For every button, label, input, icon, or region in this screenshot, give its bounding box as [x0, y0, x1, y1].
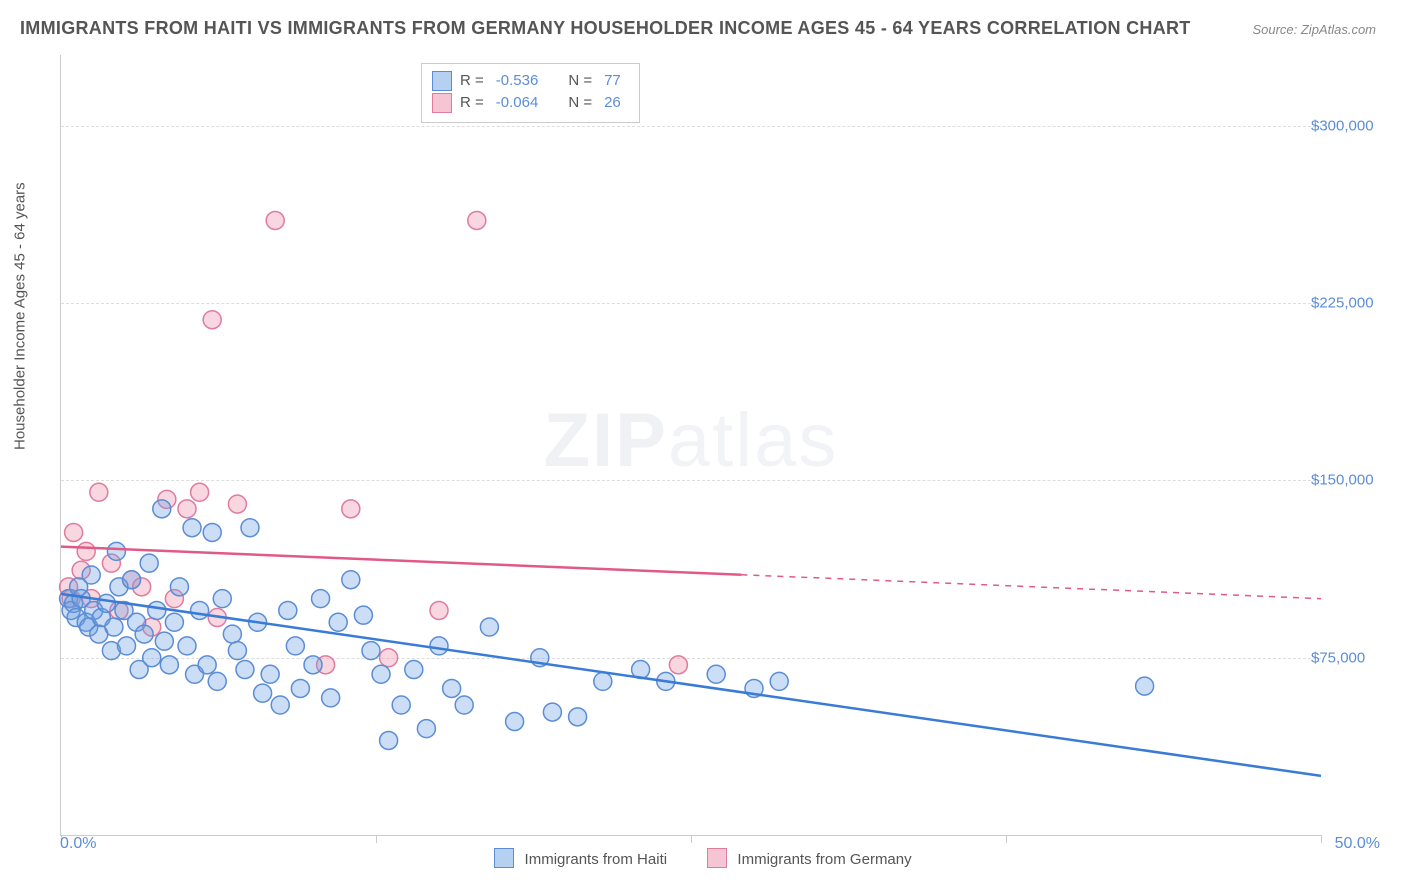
n-value-germany: 26 — [604, 92, 621, 114]
chart-svg — [61, 55, 1321, 835]
r-value-germany: -0.064 — [496, 92, 539, 114]
source-label: Source: ZipAtlas.com — [1252, 22, 1376, 37]
y-tick-label: $300,000 — [1311, 117, 1391, 134]
r-label: R = — [460, 70, 484, 92]
correlation-legend: R = -0.536 N = 77 R = -0.064 N = 26 — [421, 63, 640, 123]
y-tick-label: $150,000 — [1311, 472, 1391, 489]
n-value-haiti: 77 — [604, 70, 621, 92]
plot-area: ZIPatlas R = -0.536 N = 77 R = -0.064 N … — [60, 55, 1321, 836]
swatch-haiti-icon — [494, 848, 514, 868]
legend-row-haiti: R = -0.536 N = 77 — [432, 70, 625, 92]
legend-label-germany: Immigrants from Germany — [737, 851, 911, 868]
legend-item-germany: Immigrants from Germany — [707, 851, 911, 868]
y-tick-label: $75,000 — [1311, 649, 1391, 666]
swatch-germany-icon — [432, 93, 452, 113]
swatch-germany-icon — [707, 848, 727, 868]
series-legend: Immigrants from Haiti Immigrants from Ge… — [0, 848, 1406, 868]
r-label: R = — [460, 92, 484, 114]
n-label: N = — [568, 70, 592, 92]
y-tick-label: $225,000 — [1311, 295, 1391, 312]
chart-title: IMMIGRANTS FROM HAITI VS IMMIGRANTS FROM… — [20, 18, 1191, 39]
legend-row-germany: R = -0.064 N = 26 — [432, 92, 625, 114]
legend-item-haiti: Immigrants from Haiti — [494, 851, 671, 868]
r-value-haiti: -0.536 — [496, 70, 539, 92]
swatch-haiti-icon — [432, 71, 452, 91]
y-axis-label: Householder Income Ages 45 - 64 years — [12, 182, 29, 450]
n-label: N = — [568, 92, 592, 114]
legend-label-haiti: Immigrants from Haiti — [525, 851, 668, 868]
